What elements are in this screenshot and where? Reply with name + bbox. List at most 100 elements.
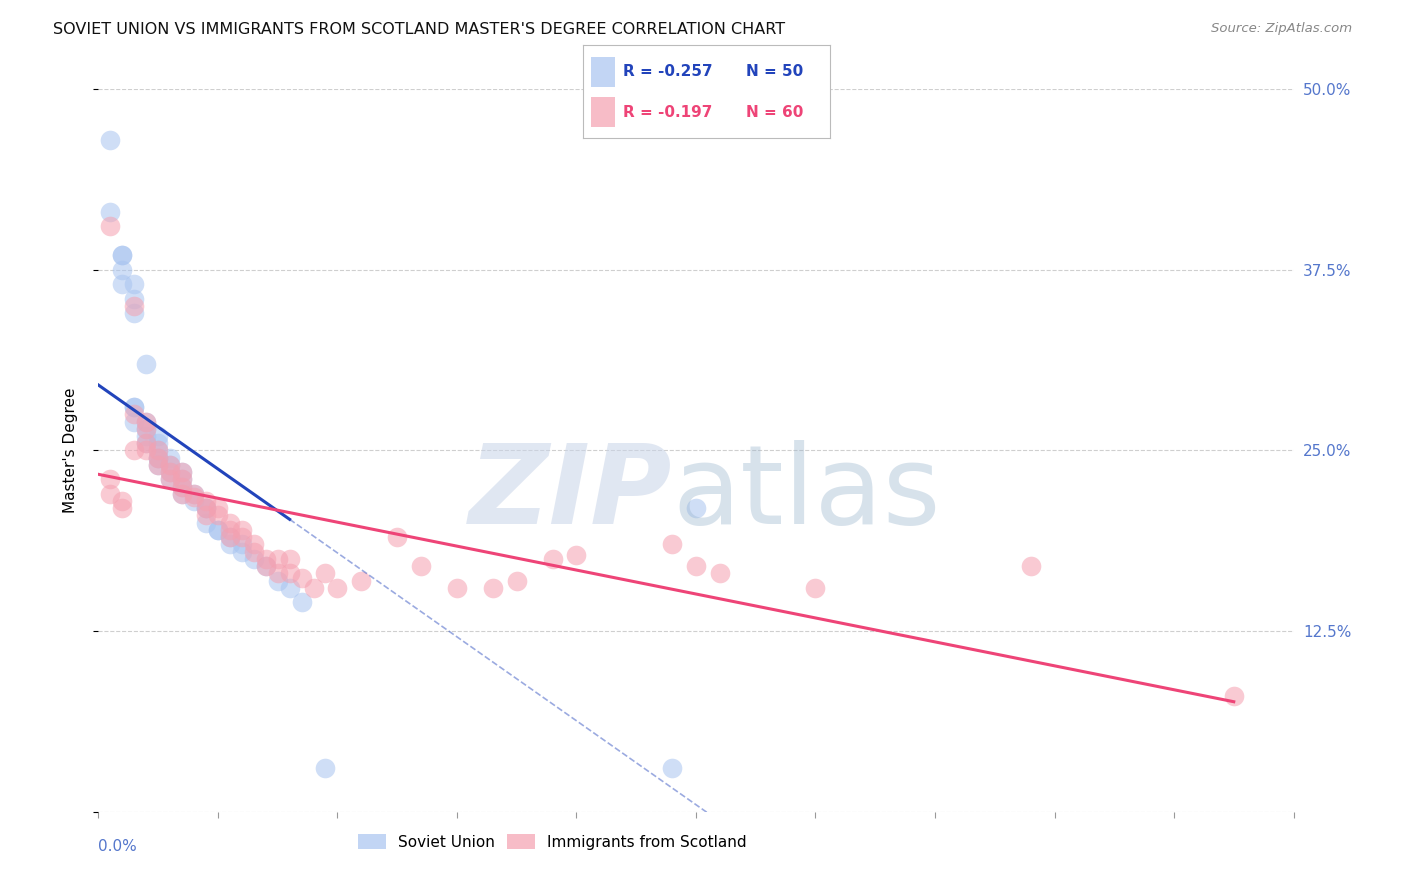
Point (148, 458, 170, 472)
Point (111, 494, 134, 508)
Point (219, 523, 242, 537)
Point (172, 487, 194, 501)
Point (195, 501, 218, 516)
Point (124, 400, 146, 414)
Point (385, 530, 409, 544)
Point (219, 537, 242, 551)
Point (135, 415, 157, 429)
Point (278, 581, 301, 595)
Text: N = 50: N = 50 (747, 64, 803, 79)
Point (291, 595, 314, 609)
Point (207, 508, 229, 523)
Point (195, 501, 218, 516)
Point (98, 487, 122, 501)
Point (135, 357, 157, 371)
Text: Source: ZipAtlas.com: Source: ZipAtlas.com (1212, 22, 1353, 36)
Point (135, 415, 157, 429)
Point (111, 248, 134, 262)
Point (278, 566, 301, 581)
Text: R = -0.257: R = -0.257 (623, 64, 713, 79)
Point (124, 400, 146, 414)
Point (183, 487, 205, 501)
Point (159, 465, 181, 479)
Point (350, 574, 373, 588)
Point (195, 501, 218, 516)
Point (254, 559, 277, 574)
Point (148, 429, 170, 443)
Text: 0.0%: 0.0% (98, 839, 138, 855)
Bar (591, 97, 616, 127)
Text: SOVIET UNION VS IMMIGRANTS FROM SCOTLAND MASTER'S DEGREE CORRELATION CHART: SOVIET UNION VS IMMIGRANTS FROM SCOTLAND… (53, 22, 786, 37)
Point (267, 574, 290, 588)
Point (148, 436, 170, 450)
Y-axis label: Master's Degree: Master's Degree (63, 388, 77, 513)
Point (159, 472, 181, 486)
Point (172, 465, 194, 479)
Point (111, 501, 134, 516)
Point (231, 530, 253, 544)
Point (135, 443, 157, 458)
Point (159, 458, 181, 472)
Point (446, 581, 468, 595)
Point (315, 761, 337, 775)
Point (148, 443, 170, 458)
Point (195, 494, 218, 508)
Point (231, 523, 253, 537)
Point (195, 516, 218, 530)
Text: N = 60: N = 60 (747, 104, 803, 120)
Point (148, 443, 170, 458)
Point (243, 537, 266, 551)
Point (98, 205, 122, 219)
Point (159, 450, 181, 465)
Point (291, 571, 314, 585)
Point (172, 472, 194, 486)
Point (302, 581, 325, 595)
Point (124, 299, 146, 313)
Point (148, 450, 170, 465)
Point (172, 480, 194, 494)
Point (111, 277, 134, 292)
Point (326, 581, 349, 595)
Bar (591, 57, 616, 87)
Point (685, 559, 707, 574)
Point (661, 537, 683, 551)
Point (135, 436, 157, 450)
Point (231, 537, 253, 551)
Point (124, 407, 146, 421)
Point (124, 415, 146, 429)
Point (267, 551, 290, 566)
Point (172, 480, 194, 494)
Point (183, 490, 205, 504)
Point (506, 574, 529, 588)
Point (219, 530, 242, 544)
Point (219, 516, 242, 530)
Point (243, 551, 266, 566)
Point (183, 494, 205, 508)
Point (172, 487, 194, 501)
Point (411, 559, 433, 574)
Text: R = -0.197: R = -0.197 (623, 104, 713, 120)
Point (111, 262, 134, 277)
Point (135, 422, 157, 436)
Point (148, 450, 170, 465)
Point (207, 501, 229, 516)
Point (661, 761, 683, 775)
Point (135, 436, 157, 450)
Point (135, 429, 157, 443)
Point (111, 248, 134, 262)
Point (195, 508, 218, 523)
Point (135, 422, 157, 436)
Point (159, 465, 181, 479)
Point (124, 443, 146, 458)
Point (267, 566, 290, 581)
Point (207, 523, 229, 537)
Point (207, 523, 229, 537)
Point (159, 458, 181, 472)
Point (231, 544, 253, 558)
Point (148, 458, 170, 472)
Point (124, 277, 146, 292)
Point (159, 472, 181, 486)
Text: atlas: atlas (672, 441, 941, 548)
Point (254, 559, 277, 574)
Point (124, 292, 146, 306)
